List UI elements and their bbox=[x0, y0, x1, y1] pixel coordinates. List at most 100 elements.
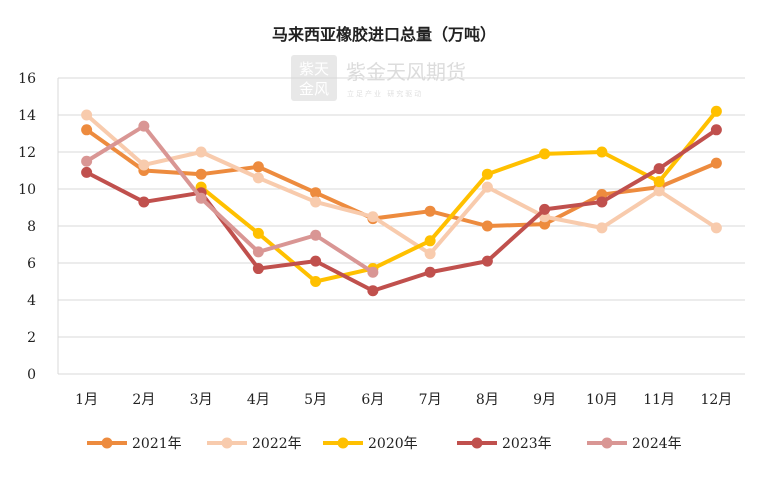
x-tick-label: 10月 bbox=[586, 392, 618, 408]
data-point bbox=[81, 109, 93, 121]
watermark: 紫天 金风 紫金天风期货 立足产业 研究驱动 bbox=[291, 55, 466, 101]
x-tick-label: 8月 bbox=[476, 392, 499, 408]
data-point bbox=[653, 176, 665, 188]
watermark-slogan: 立足产业 研究驱动 bbox=[347, 89, 423, 98]
data-point bbox=[81, 166, 93, 178]
data-point bbox=[710, 222, 722, 234]
data-point bbox=[195, 146, 207, 158]
legend-item: 2021年 bbox=[87, 436, 182, 452]
data-point bbox=[481, 220, 493, 232]
y-tick-label: 6 bbox=[27, 256, 36, 272]
legend-swatch-marker bbox=[601, 437, 613, 449]
x-axis-ticks: 1月 2月 3月 4月 5月 6月 7月 8月 9月 10月 11月 12月 bbox=[75, 392, 732, 408]
x-tick-label: 12月 bbox=[700, 392, 732, 408]
data-point bbox=[596, 222, 608, 234]
data-point bbox=[138, 159, 150, 171]
x-tick-label: 7月 bbox=[419, 392, 442, 408]
data-point bbox=[710, 157, 722, 169]
data-point bbox=[424, 248, 436, 260]
data-point bbox=[195, 192, 207, 204]
y-tick-label: 14 bbox=[18, 108, 36, 124]
data-point bbox=[310, 187, 322, 199]
series-line bbox=[84, 124, 375, 275]
data-point bbox=[481, 255, 493, 267]
legend-label: 2022年 bbox=[252, 436, 302, 452]
data-point bbox=[653, 185, 665, 197]
data-point bbox=[367, 211, 379, 223]
data-point bbox=[710, 105, 722, 117]
legend-item: 2023年 bbox=[457, 436, 552, 452]
legend-swatch-marker bbox=[337, 437, 349, 449]
data-point bbox=[310, 276, 322, 287]
data-point bbox=[367, 285, 379, 297]
data-point bbox=[310, 255, 322, 267]
data-point bbox=[310, 196, 322, 208]
x-tick-label: 9月 bbox=[533, 392, 556, 408]
data-point bbox=[252, 246, 264, 258]
data-point bbox=[481, 181, 493, 193]
data-point bbox=[424, 266, 436, 278]
data-point bbox=[81, 155, 93, 167]
data-point bbox=[310, 229, 322, 241]
legend-swatch-marker bbox=[101, 437, 113, 449]
series-3 bbox=[195, 105, 722, 287]
watermark-brand: 紫金天风期货 bbox=[346, 60, 466, 84]
legend-swatch-marker bbox=[471, 437, 483, 449]
y-tick-label: 10 bbox=[18, 182, 36, 198]
data-point bbox=[653, 163, 665, 175]
data-point bbox=[539, 203, 551, 215]
data-point bbox=[252, 227, 264, 239]
legend-label: 2021年 bbox=[132, 436, 182, 452]
data-point bbox=[138, 196, 150, 208]
legend: 2021年 2022年 2020年 2023年 2024年 bbox=[87, 436, 682, 452]
watermark-logo-text-1: 紫天 bbox=[299, 60, 329, 78]
x-tick-label: 2月 bbox=[132, 392, 155, 408]
data-point bbox=[424, 205, 436, 217]
data-point bbox=[596, 146, 608, 158]
watermark-logo-text-2: 金风 bbox=[299, 80, 329, 98]
x-tick-label: 11月 bbox=[643, 392, 675, 408]
series-lines bbox=[81, 105, 722, 297]
data-point bbox=[596, 196, 608, 208]
data-point bbox=[252, 161, 264, 173]
legend-item: 2022年 bbox=[207, 436, 302, 452]
series-5 bbox=[81, 120, 379, 278]
x-tick-label: 6月 bbox=[361, 392, 384, 408]
y-tick-label: 2 bbox=[27, 330, 36, 346]
x-tick-label: 5月 bbox=[304, 392, 327, 408]
x-tick-label: 1月 bbox=[75, 392, 98, 408]
legend-label: 2023年 bbox=[502, 436, 552, 452]
chart-title: 马来西亚橡胶进口总量（万吨） bbox=[272, 25, 496, 44]
y-tick-label: 12 bbox=[18, 145, 36, 161]
legend-label: 2020年 bbox=[368, 436, 418, 452]
data-point bbox=[81, 124, 93, 136]
x-tick-label: 3月 bbox=[190, 392, 213, 408]
y-tick-label: 0 bbox=[27, 367, 36, 383]
series-line bbox=[84, 127, 719, 228]
data-point bbox=[710, 124, 722, 136]
series-1 bbox=[81, 124, 722, 232]
y-tick-label: 8 bbox=[27, 219, 36, 235]
legend-item: 2020年 bbox=[323, 436, 418, 452]
legend-swatch-marker bbox=[221, 437, 233, 449]
data-point bbox=[367, 266, 379, 278]
data-point bbox=[539, 148, 551, 160]
data-point bbox=[138, 120, 150, 132]
series-line bbox=[84, 113, 719, 256]
y-tick-label: 16 bbox=[18, 71, 36, 87]
legend-label: 2024年 bbox=[632, 436, 682, 452]
data-point bbox=[195, 168, 207, 180]
data-point bbox=[481, 168, 493, 180]
y-axis-ticks: 0 2 4 6 8 10 12 14 16 bbox=[18, 71, 36, 383]
series-2 bbox=[81, 109, 722, 260]
y-tick-label: 4 bbox=[27, 293, 36, 309]
legend-item: 2024年 bbox=[587, 436, 682, 452]
series-line bbox=[84, 127, 719, 293]
data-point bbox=[252, 172, 264, 184]
data-point bbox=[252, 263, 264, 275]
data-point bbox=[424, 235, 436, 247]
series-line bbox=[199, 109, 719, 284]
grid bbox=[57, 77, 745, 375]
